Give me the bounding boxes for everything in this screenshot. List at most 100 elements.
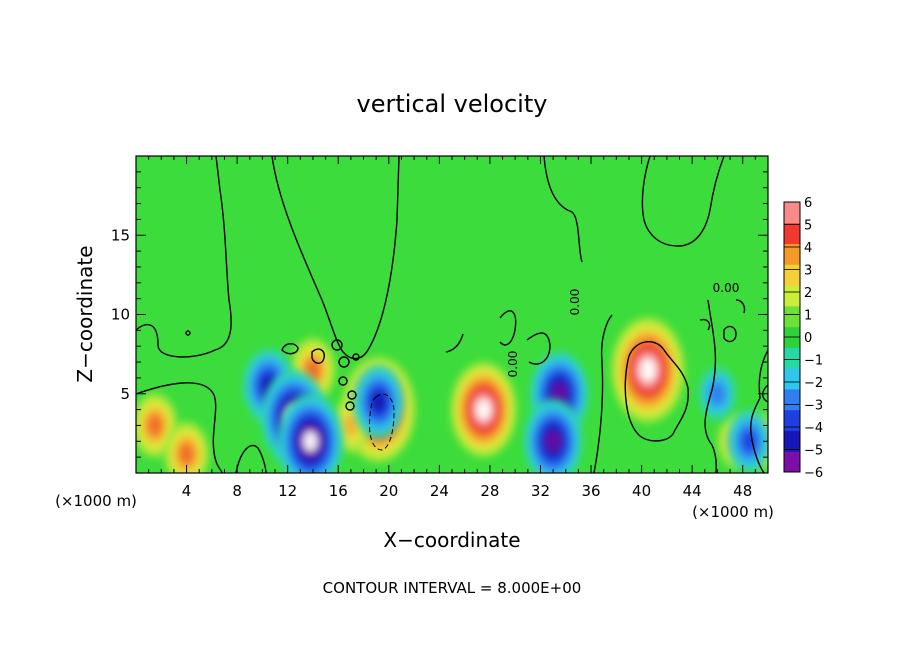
colorbar-tick-label: 3 bbox=[804, 264, 812, 279]
downdraft-band bbox=[371, 390, 387, 413]
updraft-band bbox=[147, 414, 163, 437]
updraft-cell bbox=[164, 421, 209, 473]
x-tick-label: 8 bbox=[232, 482, 242, 500]
chart-title: vertical velocity bbox=[357, 90, 548, 118]
zero-contour-line bbox=[543, 156, 583, 263]
contour-interval-note: CONTOUR INTERVAL = 8.000E+00 bbox=[323, 579, 582, 597]
zero-contour-loop bbox=[338, 376, 348, 386]
zero-contour-line bbox=[271, 156, 400, 360]
x-tick-label: 44 bbox=[683, 482, 702, 500]
colorbar-tick-label: −3 bbox=[804, 399, 823, 414]
colorbar-swatch bbox=[784, 222, 800, 245]
contour-label: 0.00 bbox=[568, 289, 582, 316]
colorbar-tick-label: −5 bbox=[804, 444, 823, 459]
contour-label: 0.00 bbox=[713, 281, 740, 295]
y-tick-label: 15 bbox=[111, 226, 130, 244]
zero-contour-line bbox=[526, 332, 551, 365]
downdraft-cell bbox=[726, 409, 768, 473]
x-tick-label: 28 bbox=[480, 482, 499, 500]
downdraft-band bbox=[303, 431, 318, 452]
x-unit-right: (×1000 m) bbox=[692, 503, 774, 521]
negative-contour-line bbox=[369, 393, 395, 451]
colorbar-tick-label: 5 bbox=[804, 219, 812, 234]
colorbar-tick-label: 6 bbox=[804, 196, 812, 211]
zero-contour-line bbox=[235, 444, 267, 473]
colorbar-tick-label: −2 bbox=[804, 376, 823, 391]
x-tick-label: 32 bbox=[531, 482, 550, 500]
updraft-cell bbox=[611, 317, 685, 423]
y-axis: 5 10 15 bbox=[111, 171, 768, 458]
zero-contour-line bbox=[311, 348, 326, 364]
updraft-band bbox=[178, 442, 195, 466]
x-tick-label: 4 bbox=[182, 482, 192, 500]
colorbar-tick-label: 1 bbox=[804, 309, 812, 324]
colorbar-swatch bbox=[784, 388, 800, 411]
x-tick-label: 20 bbox=[379, 482, 398, 500]
zero-contour-loop bbox=[185, 330, 191, 336]
colorbar-tick-label: 4 bbox=[804, 241, 812, 256]
colorbar-swatch bbox=[784, 305, 800, 328]
colorbar-tick-label: −4 bbox=[804, 421, 823, 436]
zero-contour-line bbox=[445, 333, 464, 353]
downdraft-cell bbox=[523, 398, 583, 473]
colorbar-swatch bbox=[784, 430, 800, 452]
colorbar: 6 5 4 3 2 1 0 −1 −2 −3 −4 −5 −6 bbox=[783, 196, 823, 481]
colorbar-tick-label: −1 bbox=[804, 354, 823, 369]
updraft-cell bbox=[450, 361, 517, 458]
zero-contour-loop bbox=[345, 401, 355, 411]
contour-labels: 0.00 0.00 0.00 bbox=[506, 281, 739, 377]
negative-contours bbox=[369, 393, 395, 451]
zero-contour-loop bbox=[352, 353, 360, 361]
colorbar-swatch bbox=[784, 368, 800, 390]
zero-contour-line bbox=[750, 349, 768, 473]
zero-contours bbox=[136, 156, 768, 473]
colorbar-tick-label: 0 bbox=[804, 331, 812, 346]
colorbar-swatch bbox=[784, 243, 800, 265]
downdraft-cell bbox=[277, 393, 344, 473]
high-contour-8 bbox=[624, 341, 689, 442]
zero-contour-line bbox=[593, 314, 613, 473]
colorbar-swatch bbox=[784, 202, 800, 224]
colorbar-tick-label: 2 bbox=[804, 286, 812, 301]
zero-contour-line bbox=[723, 325, 737, 343]
contour-label: 0.00 bbox=[506, 351, 520, 378]
zero-contour-line bbox=[281, 343, 299, 355]
zero-contour-loop bbox=[331, 339, 343, 351]
x-tick-label: 12 bbox=[278, 482, 297, 500]
downdraft-cell bbox=[698, 366, 737, 421]
zero-contour-loop bbox=[338, 356, 350, 368]
x-tick-label: 40 bbox=[632, 482, 651, 500]
colorbar-swatch bbox=[784, 451, 800, 473]
x-tick-label: 36 bbox=[581, 482, 600, 500]
updraft-band bbox=[476, 399, 491, 420]
x-axis: 4 8 12 16 20 24 28 32 36 40 44 48 bbox=[148, 156, 756, 500]
updraft-cell bbox=[136, 393, 178, 458]
colorbar-swatch bbox=[784, 285, 800, 307]
zero-contour-line bbox=[704, 299, 718, 473]
zero-contour-line bbox=[735, 299, 746, 314]
x-tick-label: 16 bbox=[329, 482, 348, 500]
zero-contour-line bbox=[136, 156, 232, 358]
colorbar-swatch bbox=[784, 264, 800, 286]
colorbar-tick-label: −6 bbox=[804, 466, 823, 481]
updraft-band bbox=[640, 358, 656, 382]
zero-contour-loop bbox=[347, 390, 357, 400]
x-tick-label: 48 bbox=[733, 482, 752, 500]
zero-contour-line bbox=[641, 156, 725, 247]
zero-contour-line bbox=[136, 382, 223, 473]
downdraft-band bbox=[545, 430, 561, 452]
x-axis-label: X−coordinate bbox=[383, 528, 520, 552]
x-unit-left: (×1000 m) bbox=[55, 492, 137, 510]
updraft-band bbox=[342, 413, 360, 438]
zero-contour-line bbox=[499, 310, 517, 346]
colorbar-swatch bbox=[784, 409, 800, 431]
colorbar-swatch bbox=[784, 347, 800, 369]
y-axis-label: Z−coordinate bbox=[73, 245, 97, 382]
y-tick-label: 5 bbox=[120, 385, 130, 403]
x-tick-label: 24 bbox=[430, 482, 449, 500]
downdraft-cell bbox=[352, 364, 405, 440]
y-tick-label: 10 bbox=[111, 306, 130, 324]
downdraft-band bbox=[552, 383, 567, 405]
zero-contour-line bbox=[699, 318, 711, 331]
